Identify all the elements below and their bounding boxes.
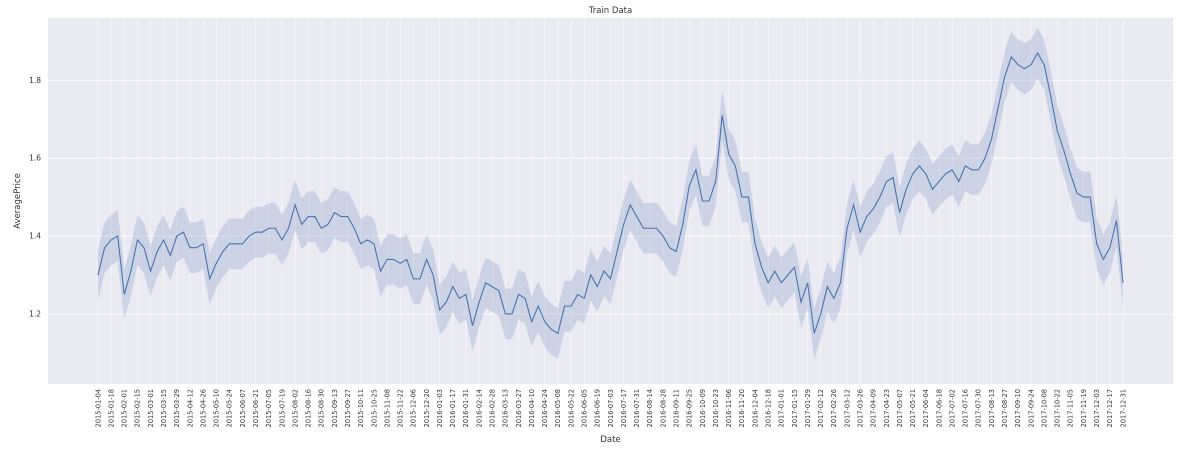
x-tick-label: 2017-12-17 [1106,389,1114,427]
x-tick-label: 2017-01-29 [804,389,812,427]
x-axis-title: Date [600,435,620,445]
x-tick-label: 2015-05-24 [226,389,234,427]
y-axis-title: AveragePrice [13,173,23,229]
grid-lines [48,18,1173,384]
x-tick-label: 2016-12-18 [764,389,772,427]
y-tick-labels: 1.2 1.4 1.6 1.8 [29,76,41,319]
x-tick-label: 2016-07-03 [607,389,615,427]
x-tick-label: 2015-08-02 [291,389,299,427]
x-tick-label: 2017-12-03 [1093,389,1101,427]
x-tick-label: 2015-06-07 [239,389,247,427]
x-tick-label: 2016-05-08 [554,389,562,427]
x-tick-label: 2015-02-15 [134,389,142,427]
x-tick-label: 2016-12-04 [751,389,759,427]
x-tick-label: 2015-01-04 [94,389,102,427]
x-tick-label: 2017-09-10 [1014,389,1022,427]
x-tick-label: 2017-11-19 [1080,389,1088,427]
x-tick-label: 2016-07-17 [620,389,628,427]
x-tick-label: 2015-03-29 [173,389,181,427]
x-tick-label: 2017-03-12 [843,389,851,427]
x-tick-label: 2017-04-23 [883,389,891,427]
x-tick-label: 2016-07-31 [633,389,641,427]
x-tick-label: 2015-08-16 [305,389,313,427]
x-tick-label: 2017-05-07 [896,389,904,427]
x-tick-label: 2017-10-08 [1040,389,1048,427]
x-tick-label: 2017-12-31 [1119,389,1127,427]
x-tick-label: 2017-08-27 [1001,389,1009,427]
x-tick-label: 2016-08-14 [646,389,654,427]
x-tick-label: 2016-06-05 [581,389,589,427]
x-tick-label: 2016-01-17 [449,389,457,427]
x-tick-label: 2015-12-20 [423,389,431,427]
x-tick-label: 2015-07-05 [265,389,273,427]
x-tick-label: 2015-10-11 [357,389,365,427]
x-tick-label: 2017-07-16 [962,389,970,427]
x-tick-label: 2017-05-21 [909,389,917,427]
chart-title: Train Data [588,6,632,16]
x-tick-label: 2016-02-28 [489,389,497,427]
x-tick-label: 2015-03-01 [147,389,155,427]
y-tick-label: 1.6 [29,154,41,163]
x-tick-label: 2017-01-15 [791,389,799,427]
x-tick-label: 2015-07-19 [278,389,286,427]
x-tick-label: 2016-10-09 [699,389,707,427]
x-tick-label: 2016-08-28 [659,389,667,427]
x-tick-label: 2015-11-22 [397,389,405,427]
confidence-band [98,27,1123,359]
x-tick-label: 2017-10-22 [1054,389,1062,427]
x-tick-label: 2016-02-14 [475,389,483,427]
x-tick-label: 2016-09-25 [686,389,694,427]
x-tick-label: 2015-06-21 [252,389,260,427]
x-tick-label: 2015-02-01 [121,389,129,427]
x-tick-label: 2016-06-19 [594,389,602,427]
x-tick-label: 2016-03-27 [515,389,523,427]
x-tick-label: 2016-11-20 [738,389,746,427]
x-tick-label: 2016-09-11 [673,389,681,427]
x-tick-label: 2017-01-01 [778,389,786,427]
x-tick-label: 2015-12-06 [410,389,418,427]
x-tick-label: 2015-09-13 [331,389,339,427]
x-tick-label: 2017-08-13 [988,389,996,427]
x-tick-label: 2017-02-12 [817,389,825,427]
x-tick-label: 2015-05-10 [213,389,221,427]
y-tick-label: 1.4 [29,232,41,241]
x-tick-label: 2015-04-12 [186,389,194,427]
x-tick-label: 2015-09-27 [344,389,352,427]
x-tick-label: 2017-07-02 [948,389,956,427]
x-tick-label: 2015-10-25 [370,389,378,427]
x-tick-label: 2017-02-26 [830,389,838,427]
y-tick-label: 1.2 [29,309,41,318]
x-tick-label: 2017-06-18 [935,389,943,427]
x-tick-label: 2015-08-30 [318,389,326,427]
x-tick-label: 2015-04-26 [199,389,207,427]
x-tick-label: 2016-11-06 [725,389,733,427]
x-tick-label: 2016-03-13 [502,389,510,427]
x-tick-label: 2016-01-03 [436,389,444,427]
x-tick-label: 2017-06-04 [922,389,930,427]
x-tick-label: 2016-04-24 [541,389,549,427]
x-tick-label: 2016-05-22 [567,389,575,427]
x-tick-label: 2017-09-24 [1027,389,1035,427]
x-tick-label: 2015-11-08 [383,389,391,427]
x-tick-label: 2015-03-15 [160,389,168,427]
x-tick-label: 2015-01-18 [107,389,115,427]
x-tick-label: 2017-11-05 [1067,389,1075,427]
x-tick-labels: 2015-01-04 2015-01-18 2015-02-01 2015-02-15… [94,389,1127,427]
x-tick-label: 2016-01-31 [462,389,470,427]
x-tick-label: 2016-10-23 [712,389,720,427]
y-tick-label: 1.8 [29,76,41,85]
x-tick-label: 2017-04-09 [870,389,878,427]
x-tick-label: 2017-03-26 [856,389,864,427]
x-tick-label: 2017-07-30 [975,389,983,427]
series-line [97,51,1124,335]
x-tick-label: 2016-04-10 [528,389,536,427]
